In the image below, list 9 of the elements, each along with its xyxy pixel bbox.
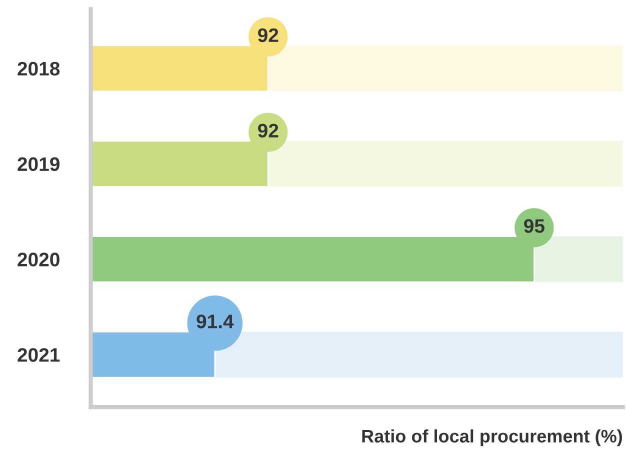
data-label: 92: [258, 28, 278, 42]
y-tick-label: 2020: [18, 252, 60, 266]
data-label: 95: [524, 219, 544, 233]
data-label: 92: [258, 124, 278, 138]
data-label: 91.4: [196, 314, 234, 328]
y-tick-label: 2018: [18, 62, 60, 76]
y-tick-label: 2019: [18, 157, 60, 172]
x-axis-title: Ratio of local procurement (%): [362, 429, 622, 446]
y-tick-label: 2021: [18, 348, 60, 362]
